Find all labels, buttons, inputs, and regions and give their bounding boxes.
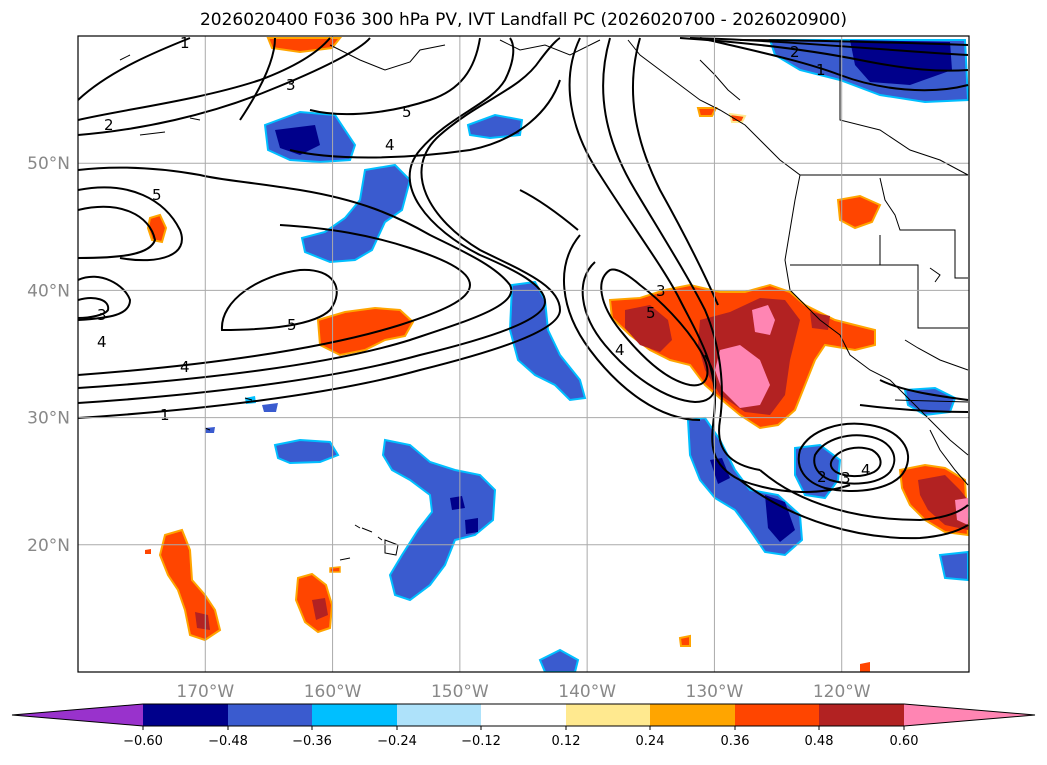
colorbar-segment	[566, 704, 650, 726]
colorbar-tick-label: −0.24	[377, 734, 417, 749]
colorbar-segment	[650, 704, 735, 726]
contour-label: 4	[615, 341, 625, 359]
map-title: 2026020400 F036 300 hPa PV, IVT Landfall…	[199, 10, 847, 30]
longitude-tick-label: 140°W	[558, 682, 616, 702]
longitude-tick-label: 150°W	[431, 682, 489, 702]
contour-label: 2	[104, 116, 114, 134]
colorbar-segment	[481, 704, 566, 726]
colorbar-tick-label: −0.36	[292, 734, 332, 749]
axis-tick-labels: 170°W 160°W 150°W 140°W 130°W 120°W 50°N 40°N 30…	[27, 154, 871, 702]
colorbar-segment	[819, 704, 904, 726]
contour-label: 4	[180, 358, 190, 376]
contour-label: 1	[816, 61, 826, 79]
colorbar: −0.60 −0.48 −0.36 −0.24 −0.12 0.12 0.24 0.36 0.4…	[11, 703, 1036, 749]
contour-label: 4	[97, 333, 107, 351]
colorbar-tick-label: −0.60	[123, 734, 163, 749]
contour-labels: 1 2 3 5 4 5 3 4 5 4 1 4 5 3 2 1 2 3 4	[97, 34, 871, 487]
contour-label: 5	[152, 186, 162, 204]
contour-label: 5	[402, 103, 412, 121]
contour-label: 3	[286, 76, 296, 94]
pc-shading-layer	[145, 37, 969, 672]
contour-label: 2	[790, 43, 800, 61]
colorbar-extend-high	[904, 704, 1035, 726]
latitude-tick-label: 50°N	[27, 154, 70, 174]
contour-label: 5	[646, 304, 656, 322]
negative-anomaly-regions	[205, 39, 969, 672]
colorbar-tick-label: 0.12	[552, 734, 581, 749]
coastlines	[119, 39, 969, 561]
colorbar-tick-label: 0.24	[636, 734, 665, 749]
colorbar-tick-label: −0.48	[208, 734, 248, 749]
colorbar-tick-label: −0.12	[461, 734, 501, 749]
longitude-tick-label: 170°W	[176, 682, 234, 702]
colorbar-segment	[312, 704, 397, 726]
map-frame	[77, 35, 970, 673]
colorbar-tick-label: 0.36	[721, 734, 750, 749]
contour-label: 3	[97, 306, 107, 324]
contour-label: 3	[656, 282, 666, 300]
contour-label: 4	[385, 136, 395, 154]
colorbar-tick-label: 0.60	[890, 734, 919, 749]
colorbar-segment	[228, 704, 312, 726]
contour-label: 1	[180, 34, 190, 52]
latitude-tick-label: 40°N	[27, 281, 70, 301]
contour-label: 3	[841, 469, 851, 487]
colorbar-segment	[735, 704, 819, 726]
contour-label: 1	[160, 406, 170, 424]
contour-label: 5	[287, 316, 297, 334]
colorbar-tick-label: 0.48	[805, 734, 834, 749]
longitude-tick-label: 120°W	[813, 682, 871, 702]
longitude-tick-label: 130°W	[686, 682, 744, 702]
colorbar-extend-low	[12, 704, 143, 726]
contour-label: 2	[817, 468, 827, 486]
contour-label: 4	[861, 461, 871, 479]
longitude-tick-label: 160°W	[304, 682, 362, 702]
gridlines	[78, 36, 969, 672]
colorbar-segment	[397, 704, 481, 726]
latitude-tick-label: 20°N	[27, 536, 70, 556]
colorbar-segment	[143, 704, 228, 726]
latitude-tick-label: 30°N	[27, 409, 70, 429]
